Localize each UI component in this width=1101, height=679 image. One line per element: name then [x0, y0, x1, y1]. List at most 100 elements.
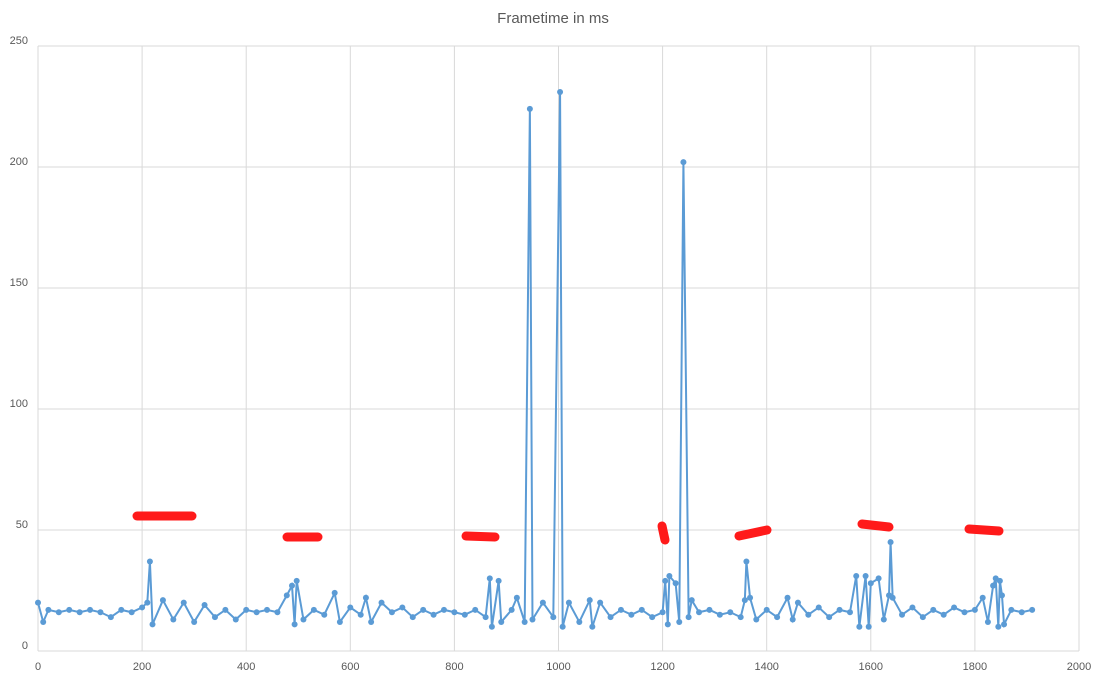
data-point	[66, 606, 73, 613]
data-point	[498, 618, 505, 625]
data-point	[1018, 609, 1025, 616]
data-point	[521, 618, 528, 625]
highlight	[734, 525, 772, 541]
data-point	[293, 577, 300, 584]
data-point	[995, 623, 1002, 630]
data-point	[357, 611, 364, 618]
data-point	[875, 575, 882, 582]
data-point	[87, 606, 94, 613]
data-point	[264, 606, 271, 613]
highlight	[964, 524, 1004, 536]
data-point	[283, 592, 290, 599]
data-point	[399, 604, 406, 611]
data-point	[362, 594, 369, 601]
data-point	[388, 609, 395, 616]
data-point	[576, 618, 583, 625]
y-tick-label: 50	[16, 519, 28, 531]
data-point	[472, 606, 479, 613]
data-point	[565, 599, 572, 606]
data-point	[368, 618, 375, 625]
data-point	[826, 614, 833, 621]
data-point	[672, 580, 679, 587]
data-point	[149, 621, 156, 628]
data-point	[763, 606, 770, 613]
data-point	[853, 572, 860, 579]
data-point	[180, 599, 187, 606]
data-point	[559, 623, 566, 630]
data-point	[880, 616, 887, 623]
data-point	[107, 614, 114, 621]
data-point	[1008, 606, 1015, 613]
data-point	[666, 572, 673, 579]
highlight-scribbles	[132, 511, 1004, 545]
data-point	[222, 606, 229, 613]
x-tick-label: 1800	[963, 661, 987, 673]
data-point	[1029, 606, 1036, 613]
data-point	[996, 577, 1003, 584]
x-tick-label: 1400	[754, 661, 778, 673]
data-point	[998, 592, 1005, 599]
x-tick-label: 800	[445, 661, 463, 673]
data-point	[409, 614, 416, 621]
data-point	[856, 623, 863, 630]
data-point	[887, 539, 894, 546]
data-point	[211, 614, 218, 621]
data-point	[146, 558, 153, 565]
data-point	[159, 597, 166, 604]
y-tick-label: 0	[22, 640, 28, 652]
x-tick-label: 400	[237, 661, 255, 673]
y-tick-label: 200	[10, 156, 28, 168]
data-point	[919, 614, 926, 621]
data-point	[706, 606, 713, 613]
data-point	[440, 606, 447, 613]
data-point	[539, 599, 546, 606]
data-point	[984, 618, 991, 625]
data-point	[753, 616, 760, 623]
data-point	[55, 609, 62, 616]
data-point	[628, 611, 635, 618]
x-tick-label: 200	[133, 661, 151, 673]
data-point	[557, 88, 564, 95]
data-point	[508, 606, 515, 613]
x-tick-label: 1200	[650, 661, 674, 673]
data-point	[76, 609, 83, 616]
x-tick-label: 600	[341, 661, 359, 673]
data-point	[676, 618, 683, 625]
data-point	[291, 621, 298, 628]
data-point	[45, 606, 52, 613]
x-tick-label: 1000	[546, 661, 570, 673]
x-tick-label: 2000	[1067, 661, 1091, 673]
data-point	[971, 606, 978, 613]
data-point	[789, 616, 796, 623]
data-point	[617, 606, 624, 613]
data-point	[488, 623, 495, 630]
data-point	[451, 609, 458, 616]
data-point	[97, 609, 104, 616]
data-point	[420, 606, 427, 613]
data-point	[482, 614, 489, 621]
data-point	[607, 614, 614, 621]
y-tick-label: 150	[10, 277, 28, 289]
data-point	[688, 597, 695, 604]
data-point	[774, 614, 781, 621]
data-point	[550, 614, 557, 621]
data-point	[253, 609, 260, 616]
data-point	[529, 616, 536, 623]
data-point	[867, 580, 874, 587]
x-tick-label: 0	[35, 661, 41, 673]
data-point	[40, 618, 47, 625]
data-point	[495, 577, 502, 584]
data-point	[526, 105, 533, 112]
data-point	[716, 611, 723, 618]
data-point	[170, 616, 177, 623]
data-line	[37, 91, 1033, 629]
data-point	[979, 594, 986, 601]
data-point	[836, 606, 843, 613]
data-point	[191, 618, 198, 625]
data-point	[310, 606, 317, 613]
data-point	[586, 597, 593, 604]
data-point	[862, 572, 869, 579]
data-point	[638, 606, 645, 613]
y-tick-label: 250	[10, 35, 28, 47]
